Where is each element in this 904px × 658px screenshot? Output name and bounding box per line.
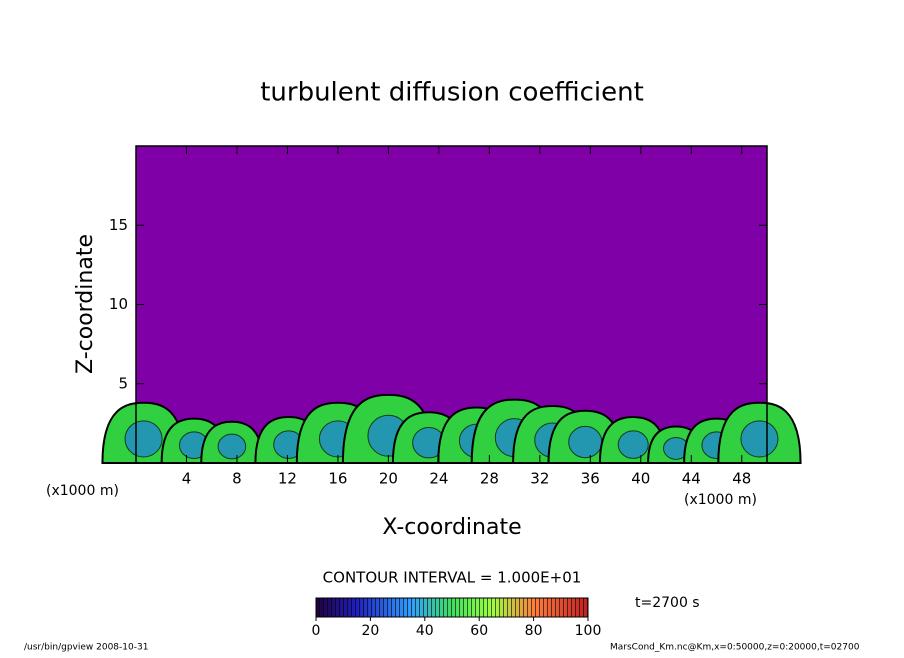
x-tick-label: 32 bbox=[530, 470, 549, 488]
colorbar-tick-label: 100 bbox=[575, 623, 602, 639]
y-axis-label: Z-coordinate bbox=[73, 234, 98, 374]
x-tick-label: 48 bbox=[732, 470, 751, 488]
colorbar-tick-label: 60 bbox=[470, 623, 488, 639]
y-tick-label: 10 bbox=[109, 295, 128, 313]
plot-background bbox=[136, 146, 767, 463]
colorbar-tick-label: 40 bbox=[416, 623, 434, 639]
x-tick-label: 44 bbox=[682, 470, 701, 488]
x-tick-label: 20 bbox=[379, 470, 398, 488]
x-unit-label: (x1000 m) bbox=[684, 492, 757, 508]
x-unit-label: (x1000 m) bbox=[46, 483, 119, 499]
plume-core bbox=[568, 425, 603, 459]
x-tick-label: 4 bbox=[182, 470, 192, 488]
time-label: t=2700 s bbox=[635, 595, 700, 611]
x-tick-label: 8 bbox=[232, 470, 242, 488]
y-tick-label: 5 bbox=[118, 374, 128, 392]
plume-core bbox=[617, 430, 649, 459]
footer-right: MarsCond_Km.nc@Km,x=0:50000,z=0:20000,t=… bbox=[610, 643, 860, 653]
colorbar-tick-label: 20 bbox=[361, 623, 379, 639]
x-tick-label: 24 bbox=[429, 470, 448, 488]
plume-core bbox=[124, 420, 163, 458]
x-tick-label: 16 bbox=[328, 470, 347, 488]
y-tick-label: 15 bbox=[109, 216, 128, 234]
x-axis-label: X-coordinate bbox=[382, 515, 521, 540]
x-tick-label: 12 bbox=[278, 470, 297, 488]
colorbar-tick-label: 0 bbox=[312, 623, 321, 639]
chart-title: turbulent diffusion coefficient bbox=[260, 78, 644, 108]
x-tick-label: 36 bbox=[581, 470, 600, 488]
contour-interval: CONTOUR INTERVAL = 1.000E+01 bbox=[323, 569, 582, 587]
colorbar-frame bbox=[315, 597, 589, 618]
plume-core bbox=[217, 433, 247, 460]
colorbar-tick-label: 80 bbox=[525, 623, 543, 639]
x-tick-label: 28 bbox=[480, 470, 499, 488]
plume-core bbox=[740, 420, 779, 458]
x-tick-label: 40 bbox=[631, 470, 650, 488]
footer-left: /usr/bin/gpview 2008-10-31 bbox=[24, 643, 148, 653]
